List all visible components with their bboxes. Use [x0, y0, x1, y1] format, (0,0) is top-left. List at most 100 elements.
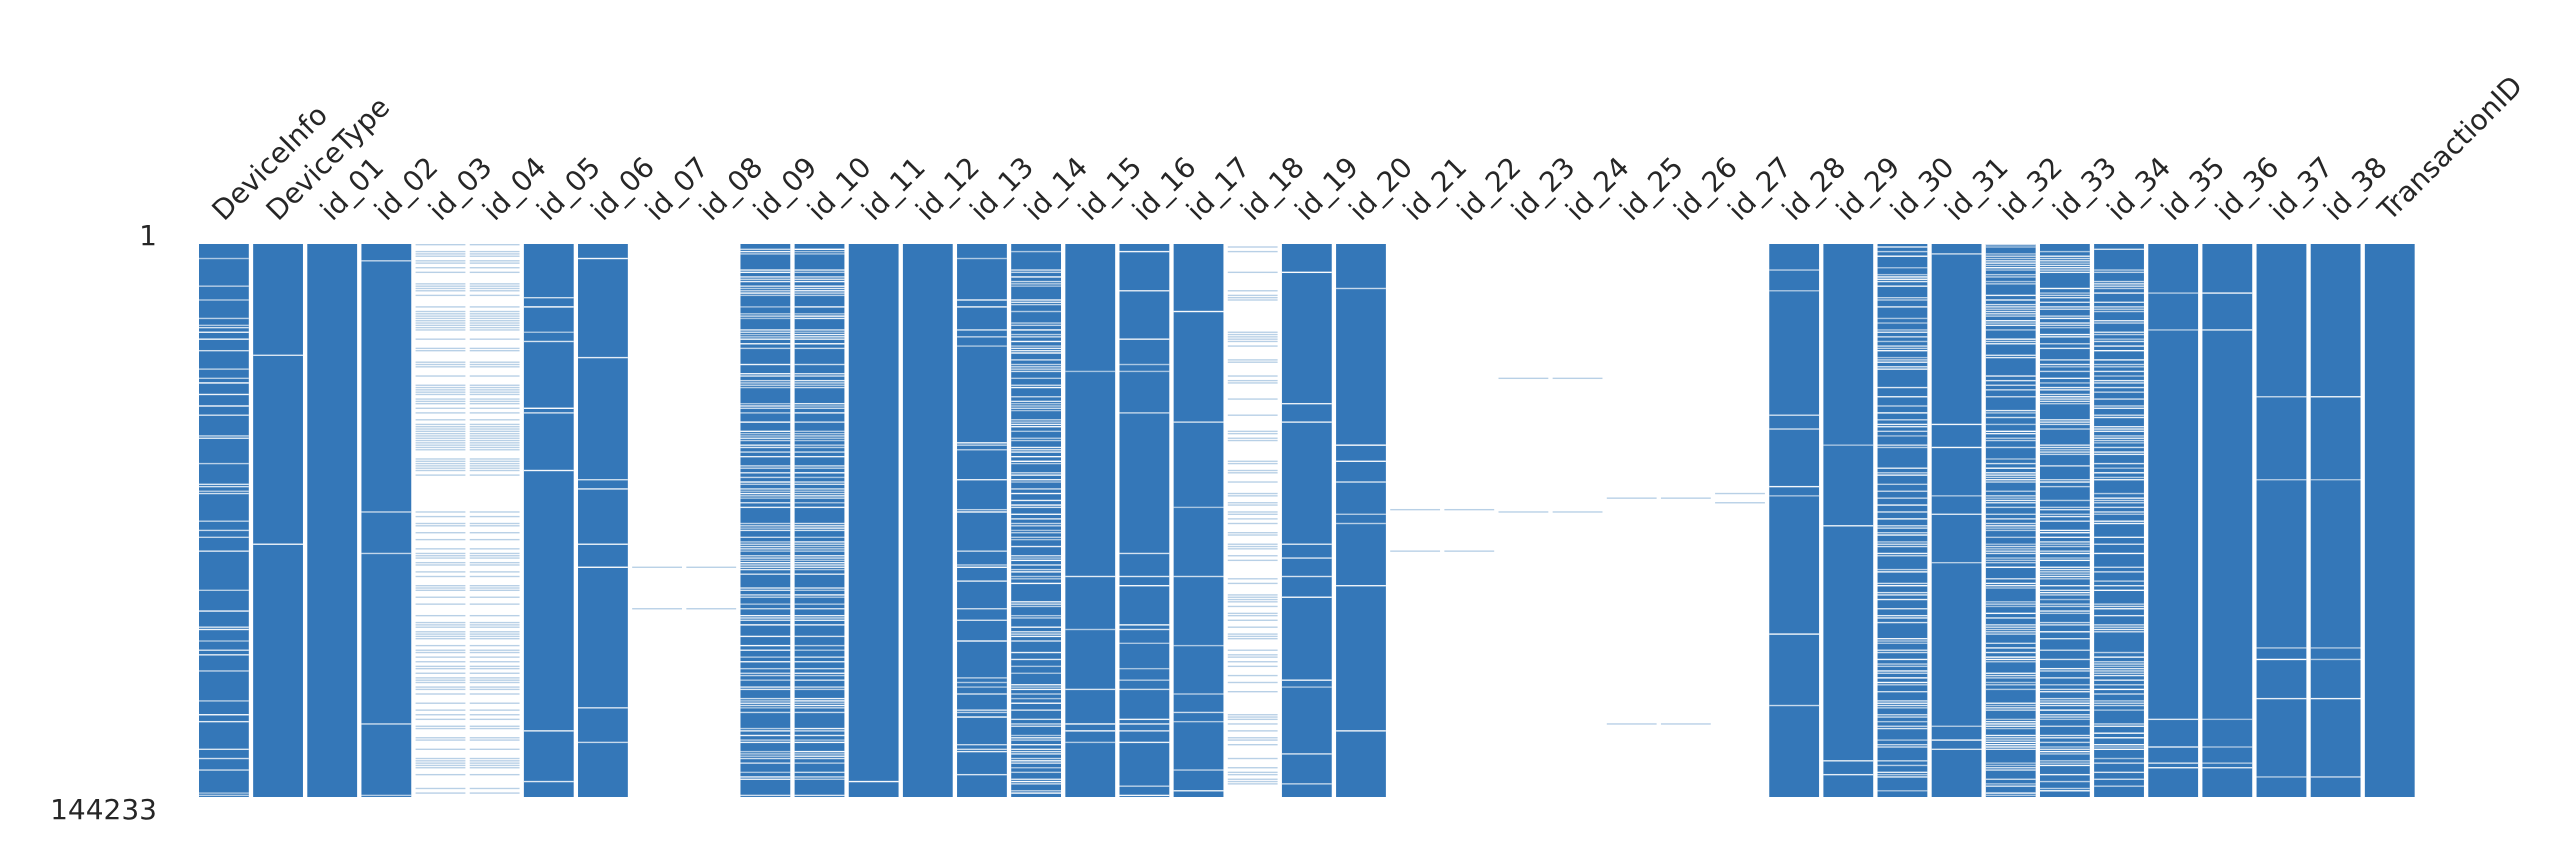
missing-stripe [2094, 709, 2144, 711]
missing-stripe [1119, 688, 1170, 691]
missing-stripe [1985, 677, 2036, 679]
missing-stripe [199, 462, 249, 465]
present-stripe [469, 326, 520, 329]
missing-stripe [199, 714, 249, 716]
missing-stripe [199, 792, 249, 794]
present-stripe [469, 391, 520, 393]
present-stripe [1227, 601, 1278, 603]
missing-stripe [1336, 481, 1386, 483]
missing-stripe [1985, 389, 2036, 391]
missing-stripe [1173, 711, 1224, 714]
missing-stripe [740, 446, 791, 449]
missing-stripe [1985, 264, 2036, 267]
present-stripe [415, 310, 466, 313]
present-stripe [415, 603, 466, 605]
missing-stripe [1985, 718, 2036, 721]
missing-stripe [2094, 693, 2144, 695]
missing-stripe [1985, 658, 2036, 661]
missing-stripe [1011, 396, 1062, 398]
missing-stripe [1011, 340, 1062, 343]
present-stripe [415, 665, 466, 668]
missing-stripe [1877, 490, 1928, 492]
present-stripe [469, 552, 520, 555]
missing-stripe [740, 451, 791, 453]
missing-stripe [1281, 783, 1332, 785]
missing-stripe [1985, 764, 2036, 767]
missing-stripe [740, 753, 791, 755]
missing-stripe [740, 697, 791, 700]
missing-stripe [2039, 667, 2090, 670]
column-bar [2256, 244, 2307, 797]
present-stripe [415, 589, 466, 592]
missing-stripe [794, 711, 845, 714]
present-stripe [469, 757, 520, 760]
present-stripe [415, 469, 466, 472]
missing-stripe [1985, 267, 2036, 269]
present-stripe [415, 317, 466, 320]
missing-stripe [794, 757, 845, 760]
missing-stripe [740, 276, 791, 278]
missing-stripe [1011, 451, 1062, 453]
missing-stripe [1985, 446, 2036, 449]
missing-stripe [1011, 790, 1062, 792]
missing-stripe [199, 757, 249, 760]
missing-stripe [740, 734, 791, 737]
missing-stripe [740, 306, 791, 308]
column-bar [1931, 244, 1982, 797]
present-stripe [1227, 513, 1278, 515]
missing-stripe [1985, 792, 2036, 794]
missing-stripe [1011, 568, 1062, 571]
present-stripe [469, 310, 520, 313]
missing-stripe [2039, 363, 2090, 366]
missing-stripe [2094, 665, 2144, 668]
missing-stripe [1823, 525, 1874, 527]
missing-stripe [1336, 460, 1386, 462]
missing-stripe [740, 568, 791, 571]
missing-stripe [1985, 582, 2036, 585]
missing-stripe [1985, 633, 2036, 635]
missing-stripe [957, 479, 1007, 481]
missing-stripe [794, 557, 845, 559]
missing-stripe [794, 432, 845, 435]
missing-stripe [1877, 446, 1928, 449]
present-stripe [469, 437, 520, 439]
missing-stripe [1931, 513, 1982, 515]
present-stripe [415, 467, 466, 469]
missing-stripe [199, 382, 249, 384]
missing-stripe [199, 257, 249, 260]
present-stripe [469, 760, 520, 762]
present-stripe [415, 398, 466, 400]
present-stripe [415, 287, 466, 290]
missing-stripe [794, 619, 845, 621]
missing-stripe [2094, 702, 2144, 704]
missing-stripe [2094, 614, 2144, 617]
column [1065, 244, 1116, 797]
missing-stripe [1011, 744, 1062, 746]
missing-stripe [2039, 716, 2090, 718]
missing-stripe [2094, 624, 2144, 626]
present-stripe [415, 552, 466, 555]
missing-stripe [1011, 384, 1062, 386]
column-bar [253, 244, 303, 797]
missing-stripe [2039, 790, 2090, 792]
missing-stripe [794, 343, 845, 345]
present-stripe [1227, 744, 1278, 746]
present-stripe [1227, 333, 1278, 336]
column [469, 244, 520, 797]
missing-stripe [1877, 511, 1928, 513]
missing-stripe [2039, 575, 2090, 578]
column [2364, 244, 2415, 797]
missing-stripe [1011, 739, 1062, 741]
missing-stripe [740, 707, 791, 709]
present-stripe [415, 326, 466, 329]
missing-stripe [199, 628, 249, 631]
missing-stripe [1877, 340, 1928, 343]
present-stripe [1227, 626, 1278, 628]
missing-stripe [1336, 513, 1386, 515]
present-stripe [469, 469, 520, 472]
missing-stripe [2094, 437, 2144, 439]
missing-stripe [2094, 492, 2144, 495]
missing-stripe [1877, 773, 1928, 776]
missing-stripe [1877, 638, 1928, 640]
missing-stripe [1877, 617, 1928, 619]
